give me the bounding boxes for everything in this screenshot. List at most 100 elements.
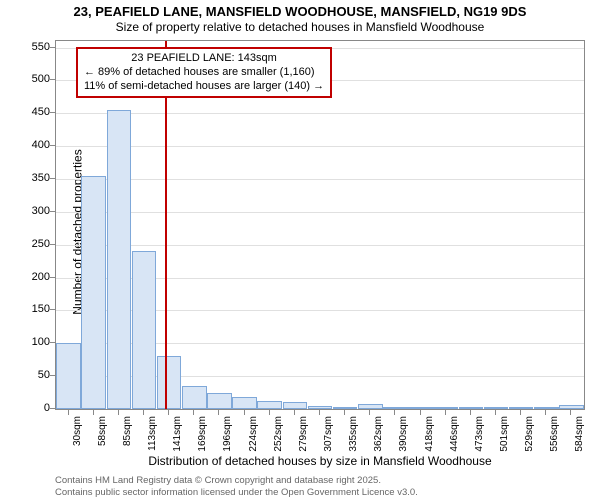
x-tick-mark [168, 410, 169, 415]
y-tick-label: 150 [20, 303, 50, 315]
y-tick-label: 500 [20, 73, 50, 85]
x-axis-label: Distribution of detached houses by size … [55, 454, 585, 468]
histogram-bar [358, 404, 383, 409]
x-tick-mark [420, 410, 421, 415]
x-tick-label: 113sqm [147, 416, 158, 456]
annotation-line-2: ← 89% of detached houses are smaller (1,… [84, 66, 324, 80]
histogram-bar [509, 407, 534, 409]
histogram-bar [232, 397, 257, 409]
footer-text: Contains HM Land Registry data © Crown c… [55, 475, 418, 498]
x-tick-label: 279sqm [298, 416, 309, 456]
x-tick-label: 252sqm [273, 416, 284, 456]
x-tick-label: 335sqm [348, 416, 359, 456]
gridline [56, 146, 584, 147]
x-tick-mark [394, 410, 395, 415]
histogram-bar [534, 407, 559, 409]
histogram-bar [433, 407, 458, 409]
x-tick-mark [470, 410, 471, 415]
histogram-bar [484, 407, 509, 409]
y-tick-label: 400 [20, 139, 50, 151]
y-tick-label: 300 [20, 205, 50, 217]
y-tick-mark [50, 211, 55, 212]
histogram-bar [207, 393, 232, 409]
y-tick-mark [50, 145, 55, 146]
histogram-bar [283, 402, 308, 409]
x-tick-label: 85sqm [122, 416, 133, 456]
y-tick-mark [50, 277, 55, 278]
x-tick-mark [344, 410, 345, 415]
x-tick-mark [570, 410, 571, 415]
x-tick-mark [294, 410, 295, 415]
x-tick-mark [143, 410, 144, 415]
y-tick-label: 250 [20, 238, 50, 250]
chart-title: 23, PEAFIELD LANE, MANSFIELD WOODHOUSE, … [0, 4, 600, 20]
x-tick-label: 30sqm [72, 416, 83, 456]
y-tick-mark [50, 309, 55, 310]
x-tick-label: 584sqm [574, 416, 585, 456]
histogram-bar [81, 176, 106, 409]
annotation-line-1: 23 PEAFIELD LANE: 143sqm [84, 52, 324, 66]
y-tick-mark [50, 79, 55, 80]
x-tick-label: 529sqm [524, 416, 535, 456]
gridline [56, 245, 584, 246]
histogram-bar [157, 356, 182, 409]
x-tick-label: 446sqm [449, 416, 460, 456]
histogram-bar [308, 406, 333, 409]
x-tick-mark [93, 410, 94, 415]
y-tick-label: 0 [20, 402, 50, 414]
histogram-bar [107, 110, 132, 409]
y-tick-label: 100 [20, 336, 50, 348]
x-tick-label: 390sqm [398, 416, 409, 456]
y-tick-label: 350 [20, 172, 50, 184]
histogram-bar [333, 407, 358, 409]
x-tick-label: 556sqm [549, 416, 560, 456]
x-tick-mark [545, 410, 546, 415]
x-tick-mark [269, 410, 270, 415]
x-tick-mark [193, 410, 194, 415]
x-tick-label: 418sqm [424, 416, 435, 456]
plot-area: 23 PEAFIELD LANE: 143sqm ← 89% of detach… [55, 40, 585, 410]
histogram-bar [182, 386, 207, 409]
x-tick-mark [369, 410, 370, 415]
histogram-bar [132, 251, 157, 409]
chart-subtitle: Size of property relative to detached ho… [0, 20, 600, 34]
histogram-bar [559, 405, 584, 409]
x-tick-label: 362sqm [373, 416, 384, 456]
x-tick-mark [495, 410, 496, 415]
y-tick-mark [50, 47, 55, 48]
histogram-bar [257, 401, 282, 409]
histogram-bar [408, 407, 433, 409]
x-tick-label: 473sqm [474, 416, 485, 456]
x-tick-mark [244, 410, 245, 415]
y-tick-label: 200 [20, 271, 50, 283]
y-tick-label: 50 [20, 369, 50, 381]
footer-line-2: Contains public sector information licen… [55, 487, 418, 498]
chart-container: 23, PEAFIELD LANE, MANSFIELD WOODHOUSE, … [0, 0, 600, 500]
x-tick-mark [218, 410, 219, 415]
histogram-bar [459, 407, 484, 409]
gridline [56, 212, 584, 213]
histogram-bar [56, 343, 81, 409]
x-tick-mark [319, 410, 320, 415]
y-tick-mark [50, 375, 55, 376]
y-tick-mark [50, 342, 55, 343]
y-tick-label: 450 [20, 106, 50, 118]
x-tick-label: 501sqm [499, 416, 510, 456]
x-tick-mark [68, 410, 69, 415]
x-tick-mark [520, 410, 521, 415]
x-tick-label: 307sqm [323, 416, 334, 456]
x-tick-mark [445, 410, 446, 415]
y-tick-label: 550 [20, 41, 50, 53]
gridline [56, 113, 584, 114]
x-tick-label: 169sqm [197, 416, 208, 456]
histogram-bar [383, 407, 408, 409]
y-tick-mark [50, 112, 55, 113]
y-tick-mark [50, 178, 55, 179]
gridline [56, 179, 584, 180]
x-tick-label: 224sqm [248, 416, 259, 456]
y-tick-mark [50, 244, 55, 245]
x-tick-label: 141sqm [172, 416, 183, 456]
annotation-box: 23 PEAFIELD LANE: 143sqm ← 89% of detach… [76, 47, 332, 98]
footer-line-1: Contains HM Land Registry data © Crown c… [55, 475, 418, 486]
x-tick-mark [118, 410, 119, 415]
